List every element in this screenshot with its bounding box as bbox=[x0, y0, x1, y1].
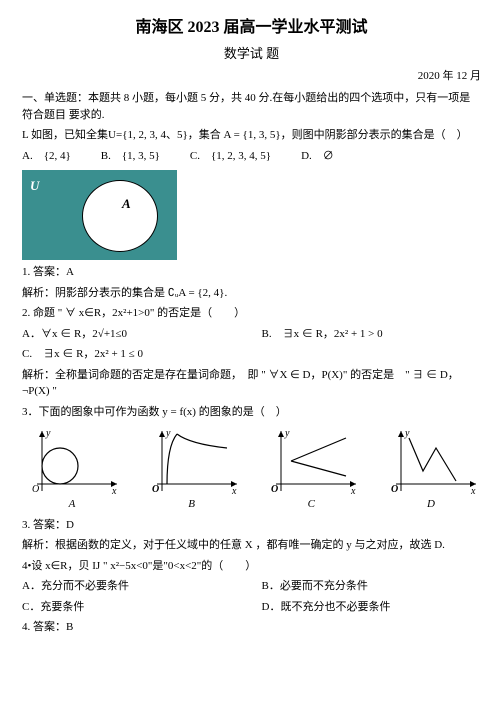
q1-opt-a: A. {2, 4} bbox=[22, 148, 71, 165]
graph-b: O x y B bbox=[142, 426, 242, 513]
venn-circle bbox=[82, 180, 158, 252]
q1-explain: 解析：阴影部分表示的集合是 ∁ᵤA = {2, 4}. bbox=[22, 285, 481, 302]
q1-stem: L 如图，已知全集U={1, 2, 3, 4、5}，集合 A = {1, 3, … bbox=[22, 127, 481, 144]
graph-c: O x y C bbox=[261, 426, 361, 513]
q4-options: A．充分而不必要条件 B．必要而不充分条件 C．充要条件 D．既不充分也不必要条… bbox=[22, 578, 481, 615]
q2-stem: 2. 命题 " ∀ x∈R，2x²+1>0" 的否定是（ ） bbox=[22, 305, 481, 322]
q1-opt-b: B. {1, 3, 5} bbox=[101, 148, 160, 165]
q3-stem: 3．下面的图象中可作为函数 y = f(x) 的图象的是（ ） bbox=[22, 404, 481, 421]
q1-opt-d: D. ∅ bbox=[301, 148, 334, 165]
q4-answer: 4. 答案：B bbox=[22, 619, 481, 636]
venn-u-label: U bbox=[30, 176, 39, 196]
graph-c-label: C bbox=[261, 496, 361, 513]
section-intro: 一、单选题：本题共 8 小题，每小题 5 分，共 40 分.在每小题给出的四个选… bbox=[22, 90, 481, 123]
svg-text:x: x bbox=[231, 486, 237, 496]
q2-options: A．∀x ∈ R，2√+1≤0 B. ∃x ∈ R，2x² + 1 > 0 C.… bbox=[22, 326, 481, 363]
q1-answer: 1. 答案：A bbox=[22, 264, 481, 281]
svg-text:x: x bbox=[350, 486, 356, 496]
graph-a-label: A bbox=[22, 496, 122, 513]
graph-d-label: D bbox=[381, 496, 481, 513]
q2-opt-d bbox=[262, 346, 482, 363]
q2-opt-a: A．∀x ∈ R，2√+1≤0 bbox=[22, 326, 242, 343]
svg-text:y: y bbox=[45, 428, 51, 439]
svg-text:O: O bbox=[152, 484, 159, 495]
page-title: 南海区 2023 届高一学业水平测试 bbox=[22, 16, 481, 40]
exam-date: 2020 年 12 月 bbox=[22, 68, 481, 85]
q3-graphs: O x y A O x y B O x y bbox=[22, 426, 481, 513]
q2-opt-c: C. ∃x ∈ R，2x² + 1 ≤ 0 bbox=[22, 346, 242, 363]
q3-answer: 3. 答案：D bbox=[22, 517, 481, 534]
q1-opt-c: C. {1, 2, 3, 4, 5} bbox=[190, 148, 271, 165]
svg-text:x: x bbox=[111, 486, 117, 496]
q4-opt-a: A．充分而不必要条件 bbox=[22, 578, 242, 595]
q1-options: A. {2, 4} B. {1, 3, 5} C. {1, 2, 3, 4, 5… bbox=[22, 148, 481, 165]
svg-text:y: y bbox=[404, 428, 410, 439]
q2-opt-b: B. ∃x ∈ R，2x² + 1 > 0 bbox=[262, 326, 482, 343]
svg-text:O: O bbox=[271, 484, 278, 495]
venn-diagram: U A bbox=[22, 170, 177, 260]
q4-opt-b: B．必要而不充分条件 bbox=[262, 578, 482, 595]
graph-b-label: B bbox=[142, 496, 242, 513]
q4-opt-c: C．充要条件 bbox=[22, 599, 242, 616]
q2-explain: 解析：全称量词命题的否定是存在量词命题， 即 " ∀X ∈ D，P(X)" 的否… bbox=[22, 367, 481, 400]
graph-d: O x y D bbox=[381, 426, 481, 513]
svg-text:O: O bbox=[391, 484, 398, 495]
page-subtitle: 数学试 题 bbox=[22, 44, 481, 64]
q3-explain: 解析：根据函数的定义，对于任义域中的任意 X ，都有唯一确定的 y 与之对应，故… bbox=[22, 537, 481, 554]
graph-a: O x y A bbox=[22, 426, 122, 513]
svg-text:y: y bbox=[165, 428, 171, 439]
svg-text:O: O bbox=[32, 484, 39, 495]
q4-stem: 4•设 x∈R，贝 IJ " x²−5x<0"是"0<x<2"的（ ） bbox=[22, 558, 481, 575]
venn-a-label: A bbox=[122, 194, 131, 214]
svg-text:y: y bbox=[284, 428, 290, 439]
svg-text:x: x bbox=[470, 486, 476, 496]
q4-opt-d: D．既不充分也不必要条件 bbox=[262, 599, 482, 616]
